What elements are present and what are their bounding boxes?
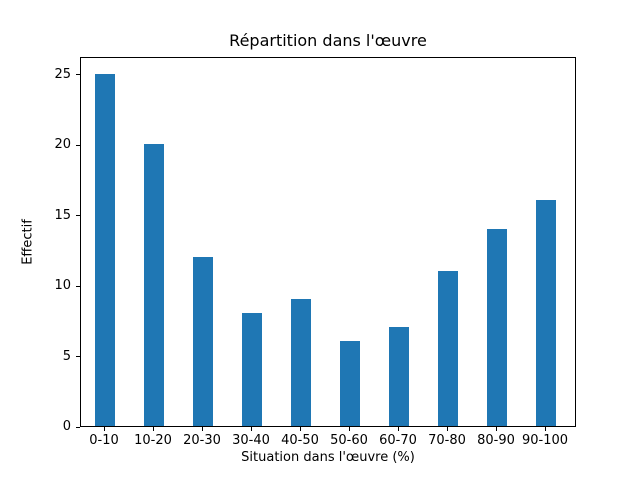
x-tick-label-50-60: 50-60 <box>330 433 368 448</box>
x-tick-label-60-70: 60-70 <box>379 433 417 448</box>
y-tick-label: 10 <box>54 278 71 294</box>
x-tick-mark <box>545 427 546 431</box>
bar-10-20 <box>144 144 164 426</box>
bar-20-30 <box>193 256 213 426</box>
x-axis-label: Situation dans l'œuvre (%) <box>241 450 415 465</box>
x-tick-label-0-10: 0-10 <box>89 433 119 448</box>
x-tick-mark <box>104 427 105 431</box>
bar-50-60 <box>340 341 360 426</box>
x-tick-mark <box>300 427 301 431</box>
y-tick-label: 5 <box>62 348 71 364</box>
x-tick-label-90-100: 90-100 <box>521 433 569 448</box>
y-axis-label: Effectif <box>20 219 36 265</box>
x-tick-mark <box>153 427 154 431</box>
bar-30-40 <box>242 313 262 426</box>
chart-title: Répartition dans l'œuvre <box>229 31 427 50</box>
x-tick-label-20-30: 20-30 <box>183 433 221 448</box>
bar-70-80 <box>438 270 458 426</box>
x-tick-label-30-40: 30-40 <box>232 433 270 448</box>
y-tick-label: 25 <box>54 66 71 82</box>
x-tick-mark <box>202 427 203 431</box>
bar-90-100 <box>536 200 556 426</box>
x-tick-mark <box>496 427 497 431</box>
x-tick-mark <box>349 427 350 431</box>
y-tick-mark <box>76 74 80 76</box>
y-tick-label: 0 <box>62 419 71 434</box>
bar-80-90 <box>487 228 507 426</box>
y-tick-mark <box>76 215 80 217</box>
bar-0-10 <box>95 73 115 426</box>
x-tick-mark <box>251 427 252 431</box>
x-tick-label-80-90: 80-90 <box>477 433 515 448</box>
x-tick-mark <box>447 427 448 431</box>
plot-area <box>80 57 576 427</box>
y-tick-mark <box>76 144 80 146</box>
bar-60-70 <box>389 327 409 426</box>
y-tick-label: 15 <box>54 207 71 223</box>
x-tick-mark <box>398 427 399 431</box>
y-tick-label: 20 <box>54 137 71 153</box>
x-tick-label-70-80: 70-80 <box>428 433 466 448</box>
y-tick-mark <box>76 285 80 287</box>
x-tick-label-40-50: 40-50 <box>281 433 319 448</box>
y-tick-mark <box>76 426 80 428</box>
y-tick-mark <box>76 356 80 358</box>
bar-40-50 <box>291 299 311 426</box>
x-tick-label-10-20: 10-20 <box>134 433 172 448</box>
